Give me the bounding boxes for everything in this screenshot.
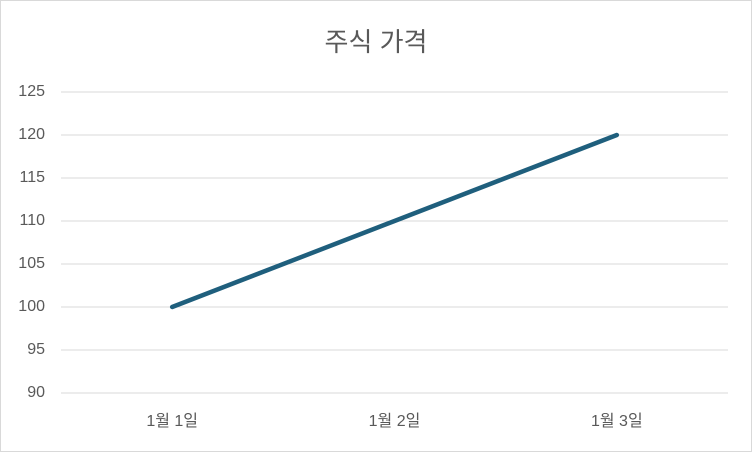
- y-tick-label: 100: [18, 298, 45, 315]
- line: [169, 132, 620, 310]
- x-tick-label: 1월 2일: [369, 412, 421, 430]
- x-tick-label: 1월 1일: [146, 412, 198, 430]
- y-tick-label: 90: [27, 384, 45, 401]
- y-tick-label: 105: [18, 255, 45, 272]
- y-tick-label: 120: [18, 126, 45, 143]
- y-tick-label: 110: [19, 212, 45, 229]
- y-tick-label: 115: [19, 169, 45, 186]
- y-tick-label: 95: [27, 341, 45, 358]
- x-tick-label: 1월 3일: [591, 412, 643, 430]
- chart-title: 주식 가격: [325, 27, 428, 57]
- y-tick-label: 125: [18, 83, 45, 100]
